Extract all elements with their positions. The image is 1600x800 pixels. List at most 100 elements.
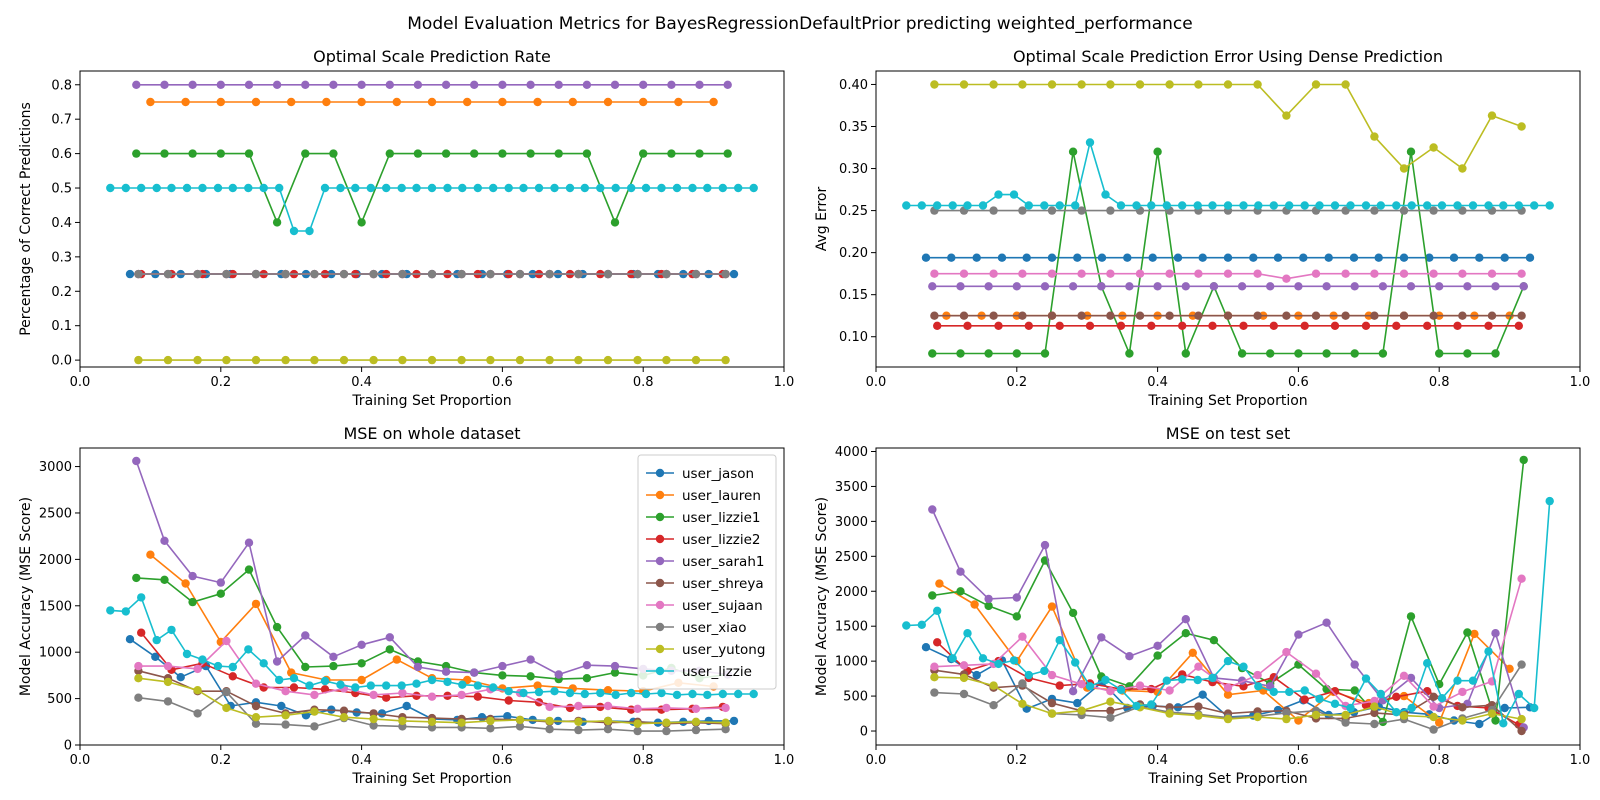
data-point-user_lauren xyxy=(181,97,190,107)
series-group xyxy=(902,455,1554,736)
data-point-user_lizzie1 xyxy=(301,662,310,672)
data-point-user_lizzie xyxy=(641,689,651,699)
x-axis-label: Training Set Proportion xyxy=(351,771,511,787)
data-point-user_yutong xyxy=(251,713,261,722)
data-point-user_sarah1 xyxy=(188,571,197,581)
legend-label-user_sarah1: user_sarah1 xyxy=(682,554,764,570)
data-point-user_xiao xyxy=(1341,718,1350,727)
legend-label-user_lizzie2: user_lizzie2 xyxy=(682,532,761,548)
data-point-user_lizzie xyxy=(1162,201,1172,210)
data-point-user_lizzie xyxy=(198,183,207,193)
data-point-user_lizzie xyxy=(902,201,911,210)
data-point-user_yutong xyxy=(633,719,642,728)
data-point-user_sujaan xyxy=(1399,671,1409,680)
x-tick-label: 1.0 xyxy=(1570,753,1591,768)
data-point-user_yutong xyxy=(1047,709,1057,718)
data-point-user_shreya xyxy=(1429,311,1438,320)
data-point-user_sarah1 xyxy=(1406,282,1416,291)
data-point-user_shreya xyxy=(1341,311,1350,320)
data-point-user_lizzie xyxy=(1300,686,1309,695)
data-point-user_lizzie xyxy=(994,190,1003,199)
data-point-user_lizzie xyxy=(1423,201,1432,210)
data-point-user_lizzie2 xyxy=(1392,321,1401,330)
data-point-user_lizzie xyxy=(244,645,253,654)
x-tick-label: 0.8 xyxy=(1429,375,1450,390)
data-point-user_lizzie xyxy=(1132,701,1141,711)
data-point-user_lauren xyxy=(251,97,261,107)
data-point-user_shreya xyxy=(1194,702,1203,711)
data-point-user_sujaan xyxy=(1077,680,1086,689)
data-point-user_lizzie1 xyxy=(385,149,394,158)
data-point-user_lizzie2 xyxy=(963,321,972,330)
data-point-user_lizzie1 xyxy=(1040,349,1050,358)
data-point-user_lauren xyxy=(392,655,401,664)
data-point-user_lizzie xyxy=(275,675,284,685)
data-point-user_lizzie1 xyxy=(272,218,282,227)
data-point-user_yutong xyxy=(662,718,671,727)
y-tick-label: 2500 xyxy=(39,506,72,521)
plot-frame xyxy=(79,447,785,746)
y-tick-label: 3000 xyxy=(835,515,868,530)
data-point-user_yutong xyxy=(1253,712,1262,722)
data-point-user_xiao xyxy=(1370,206,1379,215)
data-point-user_lizzie xyxy=(611,690,620,700)
data-point-user_lizzie xyxy=(1545,201,1554,210)
data-point-user_xiao xyxy=(398,269,407,279)
data-point-user_lizzie xyxy=(565,688,575,698)
data-point-user_shreya xyxy=(1458,311,1467,320)
data-point-user_lizzie xyxy=(1530,703,1539,713)
data-point-user_lizzie1 xyxy=(526,672,535,681)
data-point-user_lizzie1 xyxy=(582,149,592,158)
data-point-user_yutong xyxy=(1341,80,1350,89)
data-point-user_lizzie xyxy=(1530,201,1539,210)
data-point-user_lizzie2 xyxy=(1269,321,1279,330)
y-tick-label: 2000 xyxy=(835,585,868,600)
data-point-user_lizzie xyxy=(1009,190,1019,199)
data-point-user_sujaan xyxy=(1517,269,1526,278)
data-point-user_lizzie1 xyxy=(301,149,310,158)
data-point-user_yutong xyxy=(1165,709,1174,718)
y-tick-label: 0.5 xyxy=(51,182,72,197)
data-point-user_yutong xyxy=(1517,122,1526,131)
data-point-user_lizzie xyxy=(703,690,712,700)
data-point-user_lizzie xyxy=(397,681,406,690)
data-point-user_lauren xyxy=(639,97,648,107)
data-point-user_xiao xyxy=(603,725,613,734)
data-point-user_xiao xyxy=(369,721,378,730)
data-point-user_yutong xyxy=(1399,164,1409,173)
data-point-user_lizzie xyxy=(336,680,345,689)
data-point-user_yutong xyxy=(545,355,554,365)
data-point-user_lizzie1 xyxy=(132,573,141,583)
data-point-user_lizzie xyxy=(902,621,911,630)
data-point-user_shreya xyxy=(251,701,261,711)
data-point-user_sarah1 xyxy=(928,282,937,291)
data-point-user_lizzie xyxy=(1223,201,1233,210)
x-tick-label: 0.4 xyxy=(1147,753,1168,768)
data-point-user_lizzie xyxy=(1239,201,1248,210)
data-point-user_lizzie2 xyxy=(1361,321,1371,330)
data-point-user_lizzie xyxy=(244,183,253,193)
data-point-user_sarah1 xyxy=(1153,641,1162,650)
data-point-user_sarah1 xyxy=(1040,282,1050,291)
data-point-user_sarah1 xyxy=(470,80,479,90)
x-tick-label: 0.4 xyxy=(351,375,372,390)
data-point-user_yutong xyxy=(222,355,231,365)
data-point-user_yutong xyxy=(1223,714,1233,724)
data-point-user_lizzie2 xyxy=(1147,321,1156,330)
data-point-user_shreya xyxy=(339,706,349,715)
data-point-user_lizzie1 xyxy=(1068,147,1078,156)
data-point-user_sarah1 xyxy=(1153,282,1162,291)
subplot-title: MSE on test set xyxy=(1166,424,1290,443)
data-point-user_lizzie1 xyxy=(413,149,423,158)
data-point-user_sarah1 xyxy=(413,80,423,90)
data-point-user_jason xyxy=(1073,698,1082,708)
data-point-user_lizzie xyxy=(1085,682,1095,691)
data-point-user_xiao xyxy=(251,269,261,279)
y-tick-label: 2500 xyxy=(835,550,868,565)
data-point-user_lizzie2 xyxy=(1147,684,1156,694)
data-point-user_sarah1 xyxy=(272,657,282,666)
data-point-user_yutong xyxy=(1429,712,1438,722)
data-point-user_lizzie xyxy=(1468,201,1478,210)
x-tick-label: 0.2 xyxy=(1006,753,1027,768)
